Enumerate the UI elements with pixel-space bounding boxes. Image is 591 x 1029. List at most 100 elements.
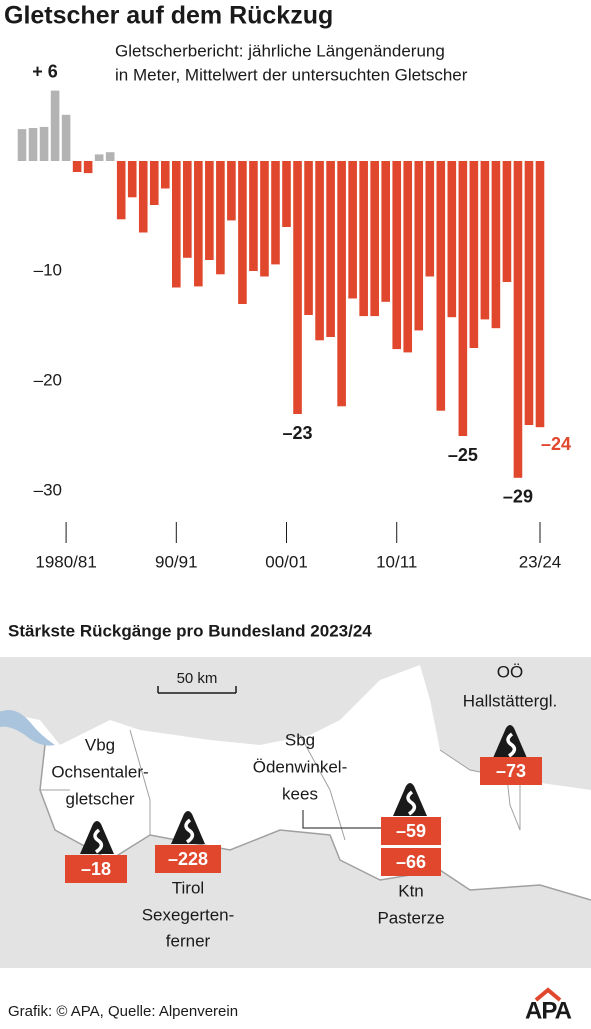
lake xyxy=(0,709,55,746)
bar xyxy=(458,161,468,436)
x-tick-label: 10/11 xyxy=(376,552,417,571)
bar xyxy=(414,161,424,331)
bar xyxy=(194,161,203,287)
map-title: Stärkste Rückgänge pro Bundesland 2023/2… xyxy=(8,621,372,640)
bar xyxy=(260,161,269,277)
subtitle: in Meter, Mittelwert der untersuchten Gl… xyxy=(115,65,468,84)
bar xyxy=(315,161,324,341)
bar xyxy=(436,161,446,411)
value-box xyxy=(381,817,441,845)
marker-value: –59 xyxy=(396,821,426,841)
bar xyxy=(524,161,534,425)
bar xyxy=(138,161,148,233)
marker-label: Vbg xyxy=(85,735,115,754)
marker-label: gletscher xyxy=(66,789,135,808)
x-tick-label: 90/91 xyxy=(155,552,198,571)
bar xyxy=(425,161,435,277)
marker-label: Tirol xyxy=(172,878,204,897)
x-tick-label: 00/01 xyxy=(265,552,308,571)
bar xyxy=(480,161,490,320)
data-label: –25 xyxy=(448,445,478,465)
bar xyxy=(447,161,457,318)
bar xyxy=(216,161,225,275)
logo: APA xyxy=(525,997,572,1024)
marker-label: kees xyxy=(282,784,318,803)
bar xyxy=(469,161,479,348)
y-tick-label: –30 xyxy=(34,480,62,499)
bar xyxy=(183,161,192,258)
y-tick-label: –20 xyxy=(34,370,62,389)
bar xyxy=(535,161,545,428)
bar xyxy=(326,161,335,337)
marker-label: Sbg xyxy=(285,730,315,749)
bar xyxy=(359,161,368,317)
marker-label: Ktn xyxy=(398,881,424,900)
value-box xyxy=(381,848,441,876)
marker-value: –73 xyxy=(496,761,526,781)
bar xyxy=(348,161,357,299)
bar xyxy=(293,161,302,414)
chart-title: Gletscher auf dem Rückzug xyxy=(4,2,333,30)
bar xyxy=(28,128,38,161)
marker-label: OÖ xyxy=(497,662,523,681)
data-label: –24 xyxy=(541,434,571,454)
bar xyxy=(39,126,49,161)
value-box xyxy=(65,855,127,883)
data-label: –23 xyxy=(283,423,313,443)
bar xyxy=(403,161,413,353)
bar xyxy=(370,161,379,317)
marker-label: Hallstättergl. xyxy=(463,691,557,710)
marker-label: Pasterze xyxy=(377,908,444,927)
bar xyxy=(238,161,247,304)
value-box xyxy=(480,757,542,785)
bar xyxy=(227,161,236,221)
data-label: –29 xyxy=(503,487,533,507)
logo-mark xyxy=(534,987,562,1002)
bar xyxy=(205,161,214,260)
x-tick-label: 1980/81 xyxy=(35,552,96,571)
bar xyxy=(72,161,82,172)
bar xyxy=(271,161,280,265)
bar xyxy=(149,161,159,205)
bar xyxy=(61,114,71,161)
bar xyxy=(337,161,346,407)
bar xyxy=(392,161,402,350)
bar xyxy=(105,152,115,161)
bar-chart: –10 –20 –30 + 6 1980/81 90/91 00/01 –23 10/11 –25… xyxy=(17,61,571,571)
border xyxy=(0,711,591,901)
bar xyxy=(282,161,291,227)
bar xyxy=(116,161,126,220)
value-box xyxy=(155,845,221,873)
marker-label: Ochsentaler- xyxy=(51,762,148,781)
border xyxy=(40,729,521,841)
bar xyxy=(94,154,104,161)
bar xyxy=(83,161,93,174)
leader-line xyxy=(302,810,381,829)
bar xyxy=(50,90,60,161)
x-tick-label: 23/24 xyxy=(519,552,562,571)
marker-label: Ödenwinkel- xyxy=(253,757,348,776)
data-label: + 6 xyxy=(32,61,58,81)
region-area xyxy=(0,665,591,900)
marker-value: –66 xyxy=(396,852,426,872)
bar xyxy=(304,161,313,315)
marker-label: ferner xyxy=(166,931,211,950)
marker-label: Sexegerten- xyxy=(142,905,235,924)
bar xyxy=(381,161,390,302)
bar xyxy=(491,161,501,329)
bar xyxy=(502,161,512,282)
bar xyxy=(160,161,170,189)
bar xyxy=(513,161,523,478)
bar xyxy=(17,129,27,161)
source: Grafik: © APA, Quelle: Alpenverein xyxy=(8,1003,238,1020)
y-tick-label: –10 xyxy=(34,260,62,279)
bar xyxy=(172,161,181,288)
subtitle: Gletscherbericht: jährliche Längenänderu… xyxy=(115,41,445,60)
bar xyxy=(249,161,258,271)
bar xyxy=(127,161,137,198)
scale-label: 50 km xyxy=(177,670,218,687)
marker-value: –18 xyxy=(81,859,111,879)
map: 50 km Vbg Ochsentaler- gletscher –18 –22… xyxy=(0,657,591,968)
